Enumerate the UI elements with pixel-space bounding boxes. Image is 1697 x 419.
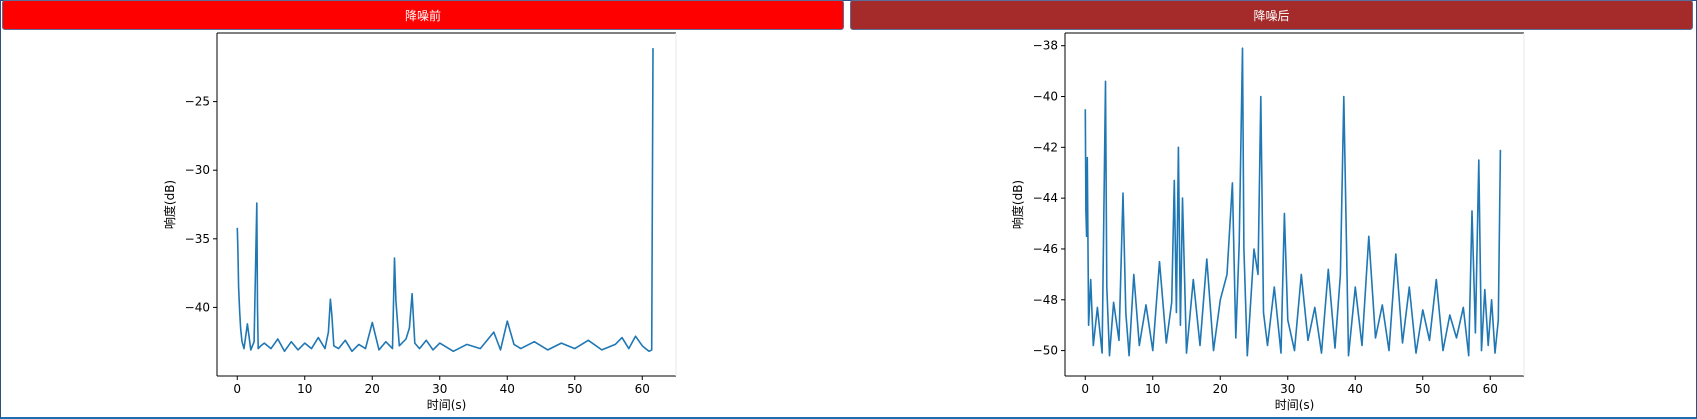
x-tick-label: 30 — [1280, 382, 1295, 396]
y-axis-label: 响度(dB) — [1010, 180, 1025, 229]
y-tick-label: −40 — [185, 300, 210, 314]
panel-header-before: 降噪前 — [2, 0, 844, 30]
x-tick-label: 60 — [635, 382, 650, 396]
x-tick-label: 10 — [1145, 382, 1160, 396]
y-tick-label: −30 — [185, 163, 210, 177]
y-tick-label: −38 — [1033, 39, 1058, 53]
x-tick-label: 20 — [365, 382, 380, 396]
x-tick-label: 0 — [1081, 382, 1089, 396]
plot-area — [1065, 33, 1524, 376]
x-tick-label: 50 — [567, 382, 582, 396]
panel-header-after: 降噪后 — [850, 0, 1693, 30]
series-line — [236, 48, 654, 353]
x-tick-label: 60 — [1483, 382, 1498, 396]
y-tick-label: −35 — [185, 232, 210, 246]
x-tick-label: 50 — [1415, 382, 1430, 396]
x-tick-label: 0 — [233, 382, 241, 396]
y-tick-label: −25 — [185, 95, 210, 109]
y-tick-label: −40 — [1033, 90, 1058, 104]
y-tick-label: −50 — [1033, 344, 1058, 358]
y-tick-label: −42 — [1033, 140, 1058, 154]
x-axis-label: 时间(s) — [427, 398, 467, 412]
y-axis-label: 响度(dB) — [162, 180, 177, 229]
y-tick-label: −48 — [1033, 293, 1058, 307]
x-axis-label: 时间(s) — [1275, 398, 1315, 412]
x-tick-label: 40 — [500, 382, 515, 396]
panel-after-denoise: 降噪后 — [850, 0, 1693, 30]
plot-area — [217, 33, 676, 376]
x-tick-label: 10 — [297, 382, 312, 396]
x-tick-label: 20 — [1213, 382, 1228, 396]
series-line — [1084, 47, 1502, 357]
x-tick-label: 30 — [432, 382, 447, 396]
y-tick-label: −46 — [1033, 242, 1058, 256]
x-tick-label: 40 — [1348, 382, 1363, 396]
y-tick-label: −44 — [1033, 191, 1058, 205]
panel-before-denoise: 降噪前 — [2, 0, 844, 30]
